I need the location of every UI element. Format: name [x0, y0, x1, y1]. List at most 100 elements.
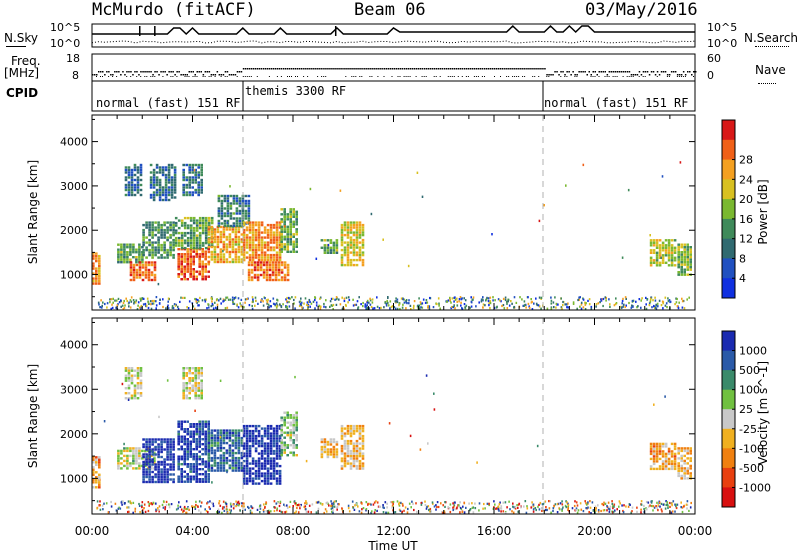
- power-pixel: [225, 235, 229, 239]
- power-pixel: [254, 253, 258, 257]
- freq-point: [536, 68, 538, 70]
- vel-pixel: [169, 473, 172, 476]
- vel-pixel: [92, 471, 95, 474]
- power-pixel: [192, 236, 196, 240]
- power-pixel: [658, 244, 662, 247]
- power-pixel: [191, 171, 194, 174]
- power-pixel: [231, 245, 235, 249]
- power-pixel: [186, 226, 190, 230]
- freq-point: [268, 68, 271, 70]
- power-pixel: [292, 208, 295, 211]
- vel-scatter-point: [531, 501, 533, 504]
- vel-pixel: [263, 464, 267, 468]
- power-pixel: [151, 256, 154, 259]
- vel-pixel: [136, 397, 140, 400]
- nave-point: [518, 76, 520, 77]
- vel-pixel: [136, 387, 140, 390]
- power-pixel: [129, 248, 132, 251]
- nave-point: [473, 76, 475, 77]
- vel-pixel: [228, 454, 232, 457]
- nave-point: [564, 76, 566, 77]
- freq-point: [283, 68, 285, 70]
- vel-scatter-point: [298, 503, 300, 506]
- power-pixel: [135, 256, 138, 259]
- power-scatter-point: [188, 300, 191, 303]
- power-pixel: [652, 241, 656, 244]
- vel-pixel: [254, 477, 258, 480]
- power-scatter-point: [352, 304, 355, 307]
- power-pixel: [223, 212, 227, 215]
- freq-point: [345, 68, 347, 70]
- vel-pixel: [673, 452, 677, 456]
- power-pixel: [182, 183, 185, 187]
- power-scatter-point: [215, 306, 217, 309]
- vel-pixel: [295, 419, 298, 422]
- vel-pixel: [189, 475, 192, 478]
- freq-point: [232, 74, 235, 76]
- freq-point: [586, 74, 588, 76]
- power-pixel: [275, 221, 279, 224]
- power-pixel: [120, 243, 123, 246]
- power-scatter-point: [102, 301, 104, 304]
- power-pixel: [188, 191, 191, 194]
- power-pixel: [154, 226, 157, 229]
- vel-pixel: [278, 457, 282, 460]
- power-pixel: [139, 178, 143, 182]
- power-pixel: [220, 194, 224, 198]
- vel-scatter-point: [652, 509, 654, 512]
- vel-scatter-point: [398, 504, 401, 507]
- vel-scatter-point: [361, 508, 363, 511]
- vel-scatter-point: [504, 501, 507, 504]
- power-pixel: [170, 188, 174, 192]
- power-pixel: [189, 250, 192, 253]
- power-pixel: [234, 250, 238, 254]
- power-pixel: [670, 261, 674, 264]
- vel-pixel: [248, 469, 252, 473]
- power-pixel: [251, 256, 255, 259]
- vel-pixel: [292, 451, 295, 454]
- vel-pixel: [182, 382, 185, 385]
- vel-pixel: [326, 440, 330, 444]
- vel-pixel: [673, 460, 677, 463]
- vel-scatter-point: [162, 500, 165, 503]
- vel-pixel: [138, 464, 141, 468]
- power-pixel: [201, 255, 204, 258]
- power-pixel: [242, 248, 246, 252]
- power-pixel: [226, 212, 230, 215]
- power-scatter-point: [140, 304, 143, 308]
- vel-pixel: [166, 440, 169, 444]
- power-pixel: [95, 272, 98, 275]
- power-sparse-point: [621, 256, 624, 259]
- vel-scatter-point: [99, 508, 102, 511]
- vel-pixel: [269, 424, 273, 428]
- power-pixel: [289, 233, 292, 236]
- freq-point: [323, 68, 325, 70]
- power-scatter-point: [609, 305, 611, 308]
- power-pixel: [194, 173, 197, 177]
- vel-pixel: [680, 454, 683, 458]
- vel-scatter-point: [391, 504, 394, 507]
- power-pixel: [148, 248, 151, 252]
- power-pixel: [217, 199, 221, 203]
- vel-scatter-point: [222, 500, 225, 503]
- power-pixel: [92, 272, 95, 275]
- vel-pixel: [197, 394, 200, 397]
- freq-point: [142, 71, 144, 73]
- power-scatter-point: [369, 303, 372, 306]
- power-pixel: [278, 231, 282, 234]
- freq-point: [154, 71, 156, 73]
- vel-pixel: [245, 454, 249, 458]
- vel-cell: [242, 424, 282, 485]
- vel-pixel: [189, 425, 192, 428]
- power-pixel: [158, 168, 162, 172]
- power-scatter-point: [319, 297, 321, 300]
- power-scatter-point: [294, 307, 296, 310]
- nave-point: [682, 76, 684, 77]
- power-pixel: [198, 221, 202, 225]
- power-scatter-point: [572, 302, 575, 305]
- power-pixel: [191, 176, 194, 179]
- vel-pixel: [154, 475, 157, 479]
- power-pixel: [245, 226, 249, 229]
- freq-point: [371, 68, 373, 70]
- nsky-bottom-tick: 10^0: [50, 37, 81, 50]
